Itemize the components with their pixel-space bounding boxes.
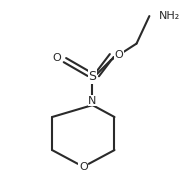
Text: N: N <box>88 96 97 105</box>
Text: S: S <box>89 70 97 83</box>
Text: O: O <box>79 162 88 172</box>
Text: O: O <box>52 53 61 63</box>
Text: O: O <box>115 50 123 60</box>
Text: NH₂: NH₂ <box>158 11 180 21</box>
